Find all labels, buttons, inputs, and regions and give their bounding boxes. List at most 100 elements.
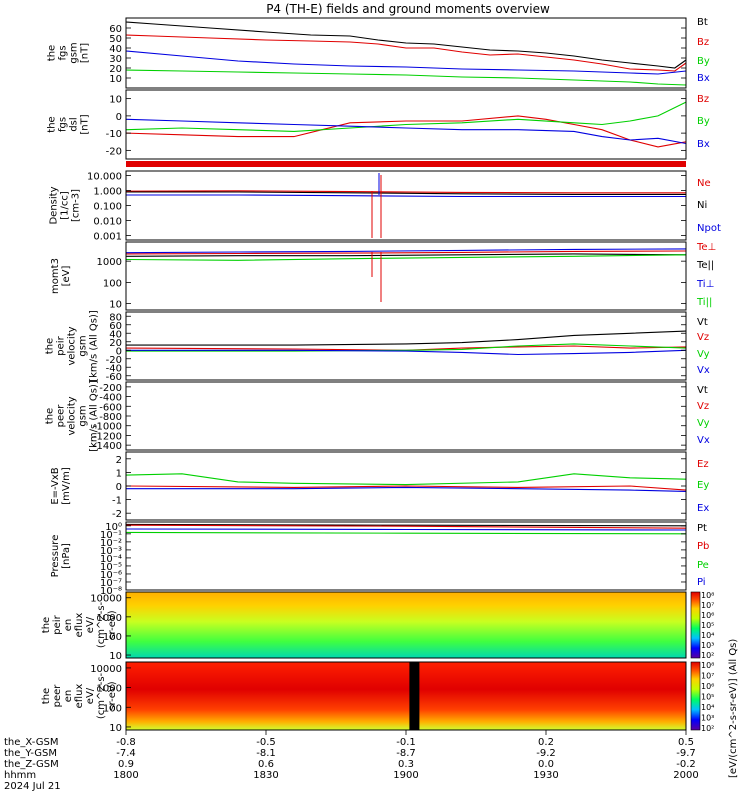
y-axis-label: the [45,338,56,354]
x-tick-label: -0.5 [256,737,276,748]
y-axis-label: en [63,690,74,703]
y-tick-label: 0 [116,482,122,493]
series-Bz [125,115,687,148]
colorbar-tick-label: 10² [701,724,714,733]
y-tick-label: -60 [106,372,122,383]
y-axis-label: fgs [58,117,69,132]
heatmap-peir-en-eflux [126,592,686,658]
y-tick-label: 10⁻² [100,538,122,549]
legend-Pi: Pi [697,577,706,588]
y-tick-label: -10 [106,129,122,140]
x-tick-label: 1830 [253,770,278,781]
x-tick-label: -0.8 [116,737,136,748]
x-tick-label: -9.2 [536,748,556,759]
series-Bz [125,34,687,72]
y-tick-label: -20 [106,355,122,366]
y-tick-label: 0 [116,346,122,357]
series-Npot [126,194,686,198]
legend-Vt: Vt [697,317,708,328]
legend-By: By [697,56,710,67]
chart-title: P4 (TH-E) fields and ground moments over… [266,2,550,16]
y-tick-label: 1000 [97,613,122,624]
legend-Bz: Bz [697,37,709,48]
y-axis-label: gsm [78,335,89,356]
legend-Vz: Vz [697,332,709,343]
y-axis-label: eflux [74,684,85,709]
y-tick-label: -400 [99,393,122,404]
series-By [125,69,687,86]
series-Pe [125,531,687,535]
y-tick-label: 0 [116,112,122,123]
legend-Ex: Ex [697,503,709,514]
panel-mom: 1000 100 10 Te⊥ Te|| Ti⊥ Ti|| momt3 [eV] [50,241,716,311]
colorbar-bottom [690,661,701,731]
legend-Pb: Pb [697,541,709,552]
x-tick-label: 1900 [393,770,418,781]
y-axis-label: peer [56,404,67,428]
y-tick-label: 10⁻⁴ [100,554,122,565]
separator-bar [126,161,686,167]
series-Ez [125,485,687,491]
y-tick-label: -40 [106,363,122,374]
y-axis-label: momt3 [50,258,61,294]
y-axis-label: (cm^2-s- [96,672,107,719]
x-row-label: hhmm [4,770,36,781]
y-tick-label: 40 [109,44,122,55]
x-tick-label: 1800 [113,770,138,781]
y-axis-label: fgs [58,45,69,60]
y-tick-label: -800 [99,412,122,423]
y-axis-label: en [63,619,74,632]
colorbar-tick-label: 10⁶ [701,682,714,691]
y-tick-label: 80 [109,312,122,323]
series-Vz [125,345,687,351]
panel-fgs-dsl: 10 0 -10 -20 Bz By Bx the fgs dsl [nT] [47,89,710,160]
y-tick-label: 100 [103,703,122,714]
y-axis-label: peir [52,614,63,634]
y-axis-label: peir [56,335,67,355]
legend-Bx: Bx [697,139,710,150]
legend-Ti||: Ti|| [696,297,712,308]
y-tick-label: -2 [112,509,122,520]
y-tick-label: 10⁻⁷ [100,578,122,589]
heatmap-peer-en-eflux [126,662,686,730]
y-tick-label: 10.000 [87,172,122,183]
y-axis-label: [km/s (All Qs)] [89,310,100,382]
y-axis-label: the [47,45,58,61]
y-tick-label: -1400 [93,441,122,452]
y-tick-label: 10⁰ [105,522,122,533]
panel-efield: 2 1 0 -1 -2 Ez Ey Ex E=-VxB [mV/m] [50,451,709,521]
legend-By: By [697,116,710,127]
panel-frame [125,17,687,89]
y-tick-label: -600 [99,402,122,413]
series-Ni [126,191,686,195]
series-Bt [125,21,687,69]
y-axis-label: (cm^2-s- [96,601,107,648]
y-axis-label: eV/ [85,687,96,704]
x-tick-label: -0.1 [396,737,416,748]
legend-Vy: Vy [697,349,710,360]
y-tick-label: 10 [109,74,122,85]
y-tick-label: 10⁻¹ [100,530,122,541]
series-Pb [125,524,687,529]
colorbar: 10⁸10⁷10⁶10⁵10⁴10³10²10⁸10⁷10⁶10⁵10⁴10³1… [690,591,739,778]
panel-frame [125,381,687,451]
y-axis-label: eV/ [85,616,96,633]
legend-Pe: Pe [697,560,709,571]
panel-frame [125,521,687,591]
legend-Te||: Te|| [696,260,714,271]
y-tick-label: 20 [109,338,122,349]
y-axis-label: [cm-3] [70,189,81,222]
y-axis-label: [nPa] [61,543,72,569]
x-row-label: the_Z-GSM [4,759,59,770]
y-axis-label: Pressure [50,535,61,578]
y-axis-label: [km/s (All Qs)] [89,380,100,452]
y-tick-label: 0.100 [93,202,122,213]
legend-Vx: Vx [697,365,710,376]
y-tick-label: 60 [109,24,122,35]
series-By [125,101,687,132]
y-tick-label: 10⁻⁵ [100,562,122,573]
y-axis-label: the [47,116,58,132]
y-axis-label: velocity [67,326,78,365]
